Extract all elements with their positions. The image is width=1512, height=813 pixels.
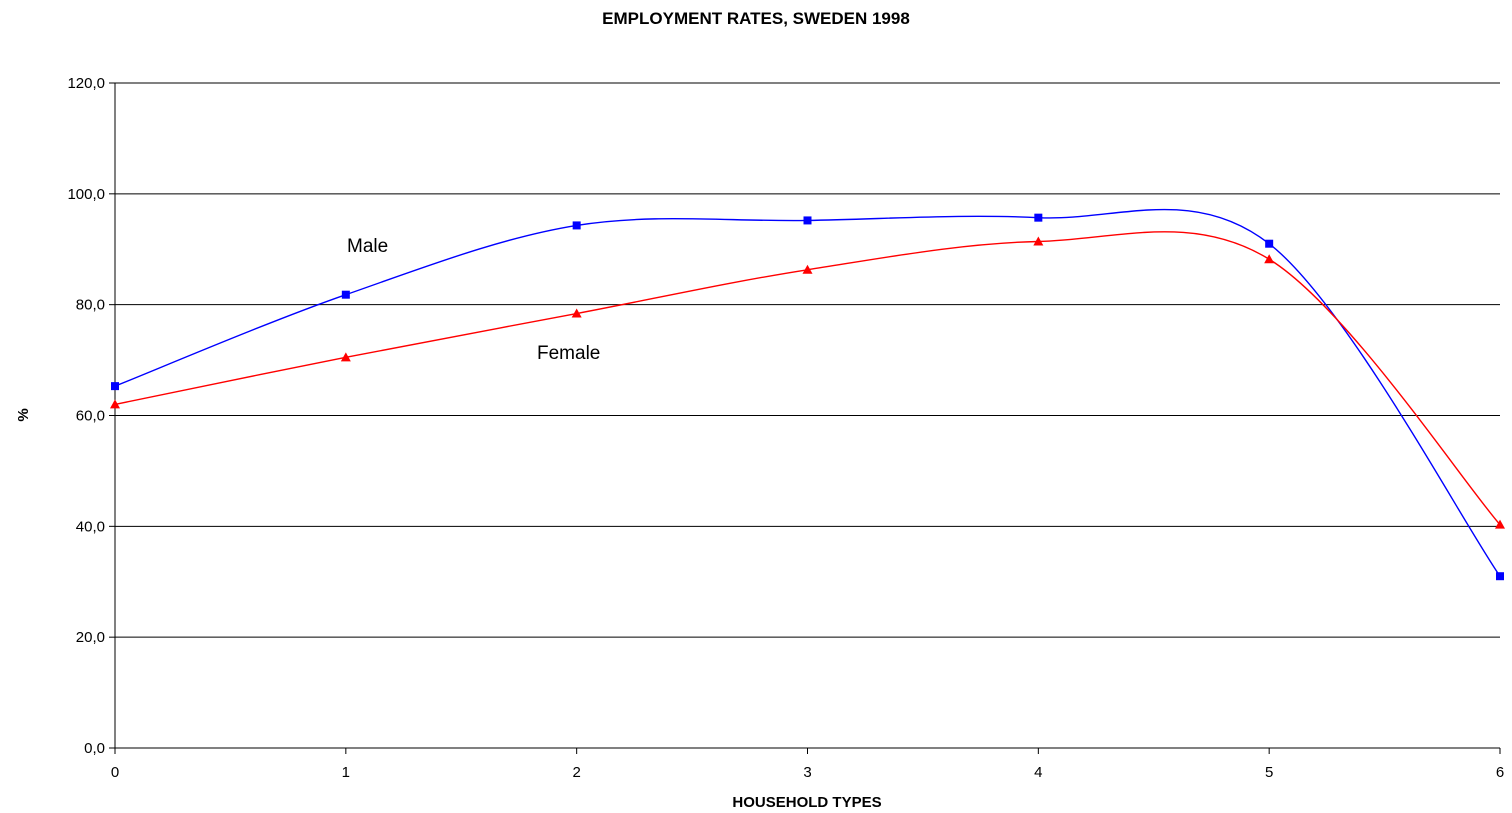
data-point-male — [1265, 239, 1274, 248]
x-axis-title: HOUSEHOLD TYPES — [732, 794, 881, 811]
y-tick-label: 120,0 — [67, 75, 105, 92]
y-tick-label: 80,0 — [76, 297, 105, 314]
series-male — [111, 208, 1504, 581]
y-axis-ticks: 0,0 20,0 40,0 60,0 80,0 100,0 120,0 — [67, 75, 115, 757]
y-tick-label: 60,0 — [76, 408, 105, 425]
data-point-female — [110, 399, 120, 409]
x-tick-label: 0 — [111, 764, 119, 781]
x-tick-label: 2 — [572, 764, 580, 781]
data-point-female — [571, 308, 582, 318]
x-tick-label: 3 — [803, 764, 811, 781]
y-axis-title: % — [15, 408, 32, 421]
data-point-male — [1034, 213, 1043, 222]
x-tick-label: 6 — [1496, 764, 1504, 781]
data-point-male — [341, 290, 350, 299]
data-point-male — [572, 221, 581, 230]
data-point-female — [340, 352, 351, 362]
series-female — [110, 231, 1505, 529]
y-tick-label: 20,0 — [76, 629, 105, 646]
data-point-male — [1496, 572, 1504, 581]
series-line-female — [114, 231, 1501, 526]
series-layer — [110, 208, 1505, 581]
y-tick-label: 100,0 — [67, 186, 105, 203]
series-label-male: Male — [347, 236, 388, 257]
data-point-female — [1495, 519, 1505, 529]
y-tick-label: 0,0 — [84, 740, 105, 757]
x-tick-label: 5 — [1265, 764, 1273, 781]
data-point-male — [803, 216, 812, 225]
x-axis-ticks: 0 1 2 3 4 5 6 — [111, 748, 1504, 781]
chart-title: EMPLOYMENT RATES, SWEDEN 1998 — [602, 9, 910, 28]
series-line-male — [114, 208, 1501, 577]
y-tick-label: 40,0 — [76, 518, 105, 535]
x-tick-label: 1 — [342, 764, 350, 781]
gridlines — [115, 82, 1500, 638]
series-label-female: Female — [537, 343, 600, 364]
data-point-male — [111, 382, 119, 391]
data-point-female — [1264, 254, 1275, 264]
data-point-female — [1033, 236, 1044, 246]
data-point-female — [802, 264, 813, 274]
x-tick-label: 4 — [1034, 764, 1042, 781]
